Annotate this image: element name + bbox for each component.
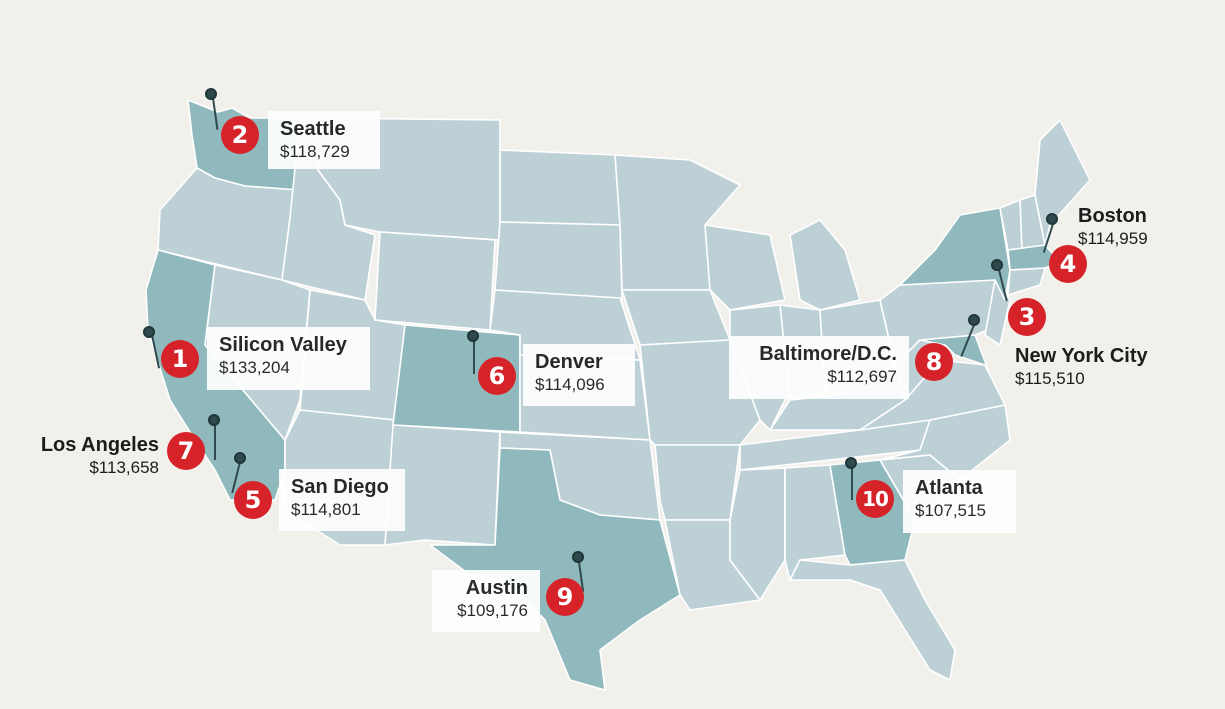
pin-los-angeles bbox=[214, 424, 216, 460]
state-south-dakota bbox=[494, 221, 623, 301]
pin-head-austin bbox=[572, 551, 584, 563]
city-value: $133,204 bbox=[219, 358, 290, 377]
label-austin: Austin $109,176 bbox=[432, 570, 540, 632]
rank-badge-6: 6 bbox=[478, 357, 516, 395]
city-name: Silicon Valley bbox=[219, 334, 347, 356]
pin-head-seattle bbox=[205, 88, 217, 100]
city-name: Los Angeles bbox=[40, 434, 159, 456]
city-value: $114,096 bbox=[535, 375, 605, 394]
label-denver: Denver $114,096 bbox=[523, 344, 635, 406]
state-texas bbox=[429, 447, 681, 691]
label-silicon-valley: Silicon Valley $133,204 bbox=[207, 327, 370, 390]
pin-head-atlanta bbox=[845, 457, 857, 469]
city-name: New York City bbox=[1015, 345, 1148, 367]
label-new-york-city: New York City $115,510 bbox=[1003, 338, 1178, 390]
pin-denver bbox=[473, 340, 475, 374]
label-los-angeles: Los Angeles $113,658 bbox=[24, 427, 170, 477]
state-arkansas bbox=[654, 444, 741, 521]
city-name: Baltimore/D.C. bbox=[759, 343, 897, 365]
city-name: Denver bbox=[535, 351, 603, 373]
label-baltimore-dc: Baltimore/D.C. $112,697 bbox=[729, 336, 909, 399]
city-value: $114,801 bbox=[291, 500, 361, 519]
rank-badge-2: 2 bbox=[221, 116, 259, 154]
state-iowa bbox=[621, 289, 731, 346]
pin-head-san-diego bbox=[234, 452, 246, 464]
rank-badge-1: 1 bbox=[161, 340, 199, 378]
state-new-york bbox=[899, 207, 1011, 301]
state-wyoming bbox=[374, 231, 496, 331]
city-value: $113,658 bbox=[89, 458, 159, 477]
city-name: Atlanta bbox=[915, 477, 983, 499]
rank-badge-7: 7 bbox=[167, 432, 205, 470]
rank-badge-4: 4 bbox=[1049, 245, 1087, 283]
label-san-diego: San Diego $114,801 bbox=[279, 469, 405, 531]
rank-badge-8: 8 bbox=[915, 343, 953, 381]
pin-head-baltimore bbox=[968, 314, 980, 326]
state-wisconsin bbox=[704, 224, 786, 311]
rank-badge-10: 10 bbox=[856, 480, 894, 518]
city-value: $114,959 bbox=[1078, 229, 1148, 248]
pin-head-new-york-city bbox=[991, 259, 1003, 271]
pin-head-denver bbox=[467, 330, 479, 342]
pin-head-boston bbox=[1046, 213, 1058, 225]
pin-head-silicon-valley bbox=[143, 326, 155, 338]
label-boston: Boston $114,959 bbox=[1066, 198, 1176, 250]
city-name: Austin bbox=[465, 577, 528, 599]
state-north-dakota bbox=[499, 149, 621, 226]
city-value: $118,729 bbox=[280, 142, 350, 161]
city-value: $107,515 bbox=[915, 501, 986, 520]
pin-atlanta bbox=[851, 468, 853, 500]
city-name: Seattle bbox=[280, 118, 346, 140]
state-florida bbox=[789, 559, 956, 681]
rank-badge-9: 9 bbox=[546, 578, 584, 616]
city-value: $115,510 bbox=[1015, 369, 1085, 388]
pin-head-los-angeles bbox=[208, 414, 220, 426]
rank-badge-5: 5 bbox=[234, 481, 272, 519]
city-name: Boston bbox=[1078, 205, 1147, 227]
rank-badge-3: 3 bbox=[1008, 298, 1046, 336]
state-michigan bbox=[789, 219, 861, 311]
label-atlanta: Atlanta $107,515 bbox=[903, 470, 1016, 533]
city-value: $112,697 bbox=[827, 367, 897, 386]
state-connecticut bbox=[1007, 267, 1046, 296]
city-value: $109,176 bbox=[457, 601, 528, 620]
label-seattle: Seattle $118,729 bbox=[268, 111, 380, 169]
city-name: San Diego bbox=[291, 476, 389, 498]
